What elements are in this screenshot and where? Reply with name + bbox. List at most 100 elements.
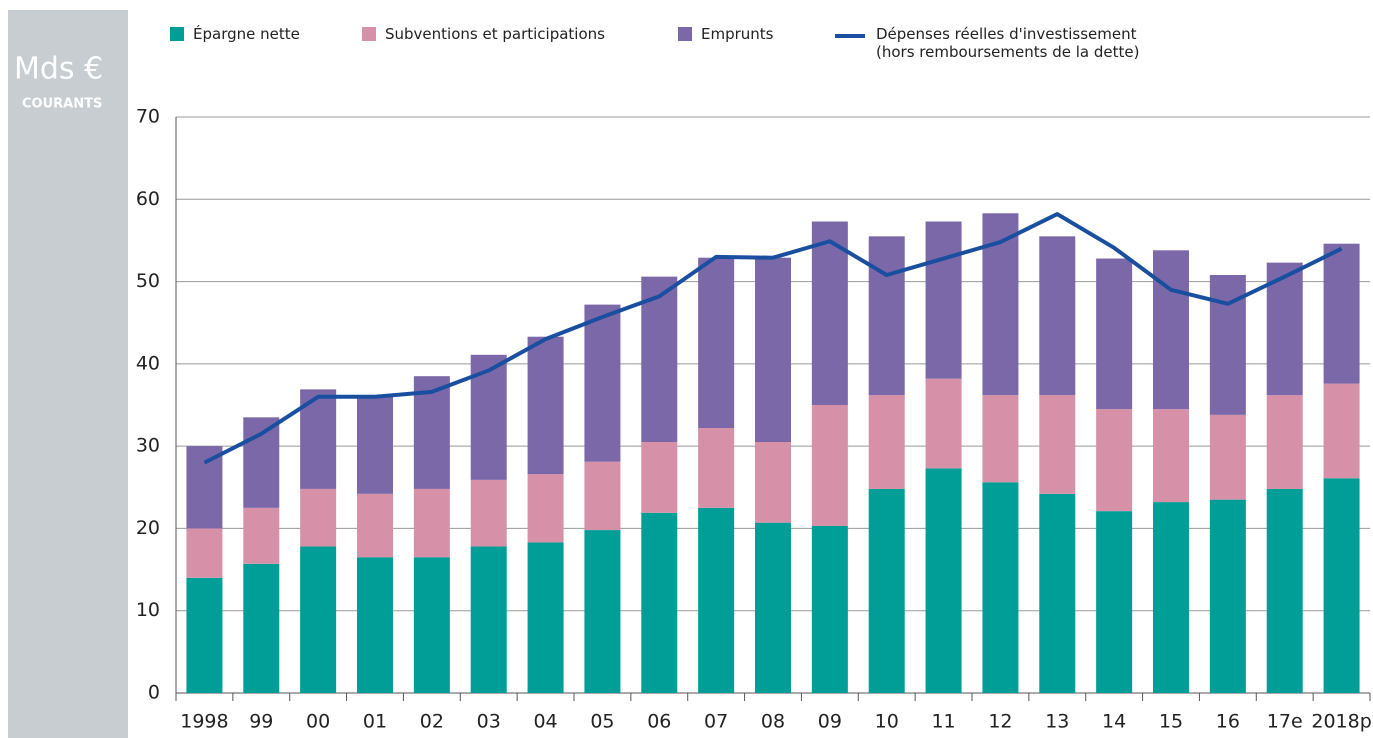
bar-segment [1039, 395, 1076, 494]
x-tick-label: 10 [875, 711, 899, 733]
x-tick-label: 01 [363, 711, 387, 733]
x-tick-label: 08 [761, 711, 785, 733]
y-tick-label: 30 [136, 435, 160, 457]
bar-segment [1153, 409, 1189, 503]
legend-label: Subventions et participations [385, 25, 605, 43]
legend-item: Épargne nette [170, 25, 300, 43]
x-tick-label: 14 [1102, 711, 1126, 733]
bar-segment [811, 221, 848, 405]
bar-segment [811, 525, 848, 693]
bar-segment [1153, 502, 1189, 693]
bar-segment [413, 376, 450, 489]
bar-segment [584, 461, 621, 531]
x-tick-label: 16 [1216, 711, 1240, 733]
bar-segment [300, 488, 337, 547]
bar-segment [868, 488, 905, 693]
legend-swatch [170, 27, 184, 41]
bar-segment [755, 522, 791, 693]
bar-segment [698, 428, 735, 508]
bar-segment [868, 236, 905, 396]
x-tick-label: 05 [590, 711, 614, 733]
bar-segment [1039, 493, 1076, 693]
bar-segment [357, 396, 393, 494]
legend-label: Épargne nette [193, 25, 300, 43]
x-tick-label: 11 [931, 711, 955, 733]
x-tick-label: 04 [533, 711, 557, 733]
bar-segment [1209, 499, 1246, 693]
bar-segment [1266, 488, 1303, 693]
bar-segment [982, 482, 1019, 693]
bar-segment [186, 577, 223, 693]
x-tick-label: 00 [306, 711, 330, 733]
bar-segment [470, 479, 507, 547]
unit-panel [8, 10, 128, 738]
bar-segment [982, 395, 1019, 483]
legend-swatch [362, 27, 376, 41]
bar-segment [1323, 243, 1360, 384]
bar-segment [925, 221, 962, 379]
bar-segment [357, 557, 393, 693]
bar-segment [755, 442, 791, 523]
x-tick-label: 1998 [180, 711, 228, 733]
y-tick-label: 20 [136, 517, 160, 539]
bar-segment [243, 507, 280, 564]
y-tick-label: 50 [136, 270, 160, 292]
bar-segment [641, 512, 678, 693]
bar-segment [1096, 258, 1133, 410]
y-tick-label: 10 [136, 599, 160, 621]
y-tick-label: 70 [136, 106, 160, 128]
bar-segment [1096, 409, 1133, 512]
bar-segment [1096, 511, 1133, 693]
legend-item: Subventions et participations [362, 25, 605, 43]
bar-segment [584, 304, 621, 462]
bar-segment [698, 257, 735, 429]
unit-label: Mds € [14, 52, 103, 87]
x-tick-label: 12 [988, 711, 1012, 733]
legend-label: Emprunts [701, 25, 774, 43]
legend-swatch [678, 27, 692, 41]
bar-segment [811, 405, 848, 526]
y-tick-label: 60 [136, 188, 160, 210]
bar-segment [300, 546, 337, 693]
bar-segment [1209, 414, 1246, 500]
bar-segment [925, 468, 962, 693]
x-tick-label: 02 [420, 711, 444, 733]
bar-segment [1323, 383, 1360, 479]
bar-segment [925, 378, 962, 469]
x-tick-label: 03 [477, 711, 501, 733]
bar-segment [1323, 478, 1360, 693]
legend-label: Dépenses réelles d'investissement (hors … [876, 25, 1140, 61]
unit-sublabel: COURANTS [22, 97, 102, 112]
legend-swatch [835, 34, 865, 38]
bar-segment [243, 417, 280, 508]
x-tick-label: 06 [647, 711, 671, 733]
bar-segment [186, 528, 223, 578]
legend-item: Dépenses réelles d'investissement (hors … [835, 25, 1161, 61]
y-tick-label: 0 [148, 682, 160, 704]
bar-segment [527, 542, 564, 693]
bar-segment [1153, 250, 1189, 410]
bar-segment [641, 442, 678, 513]
legend-item: Emprunts [678, 25, 774, 43]
bar-segment [413, 488, 450, 558]
bar-segment [641, 276, 678, 443]
bar-segment [527, 336, 564, 475]
bar-segment [868, 395, 905, 489]
bar-segment [1039, 236, 1076, 396]
x-tick-label: 15 [1159, 711, 1183, 733]
bar-segment [755, 257, 791, 443]
bar-segment [186, 446, 223, 529]
bar-segment [1266, 262, 1303, 396]
line-series [203, 212, 1343, 465]
x-tick-label: 17e [1267, 711, 1303, 733]
bar-segment [243, 563, 280, 693]
x-tick-label: 99 [249, 711, 273, 733]
x-tick-label: 09 [818, 711, 842, 733]
bar-segment [584, 530, 621, 693]
bar-segment [527, 474, 564, 543]
x-tick-label: 13 [1045, 711, 1069, 733]
bar-segment [698, 507, 735, 693]
x-tick-label: 07 [704, 711, 728, 733]
